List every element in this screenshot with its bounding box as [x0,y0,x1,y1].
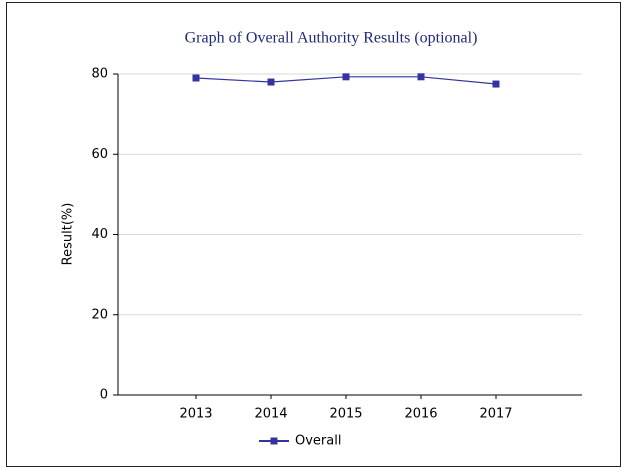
point [192,74,200,82]
y-axis-label: Result(%) [61,203,76,266]
y-tick-label: 0 [100,388,108,403]
legend-marker [270,437,278,445]
y-tick-label: 40 [91,227,108,242]
chart-title: Graph of Overall Authority Results (opti… [185,30,478,47]
y-tick-label: 20 [91,307,108,322]
point [267,78,275,86]
x-tick-label: 2013 [179,407,212,422]
x-tick-label: 2016 [404,407,437,422]
point [342,73,350,81]
point [492,80,500,88]
legend-label: Overall [295,434,341,449]
x-tick-label: 2014 [254,407,287,422]
point [417,73,425,81]
x-tick-label: 2017 [479,407,512,422]
y-tick-label: 60 [91,147,108,162]
y-tick-label: 80 [91,67,108,82]
x-tick-label: 2015 [329,407,362,422]
